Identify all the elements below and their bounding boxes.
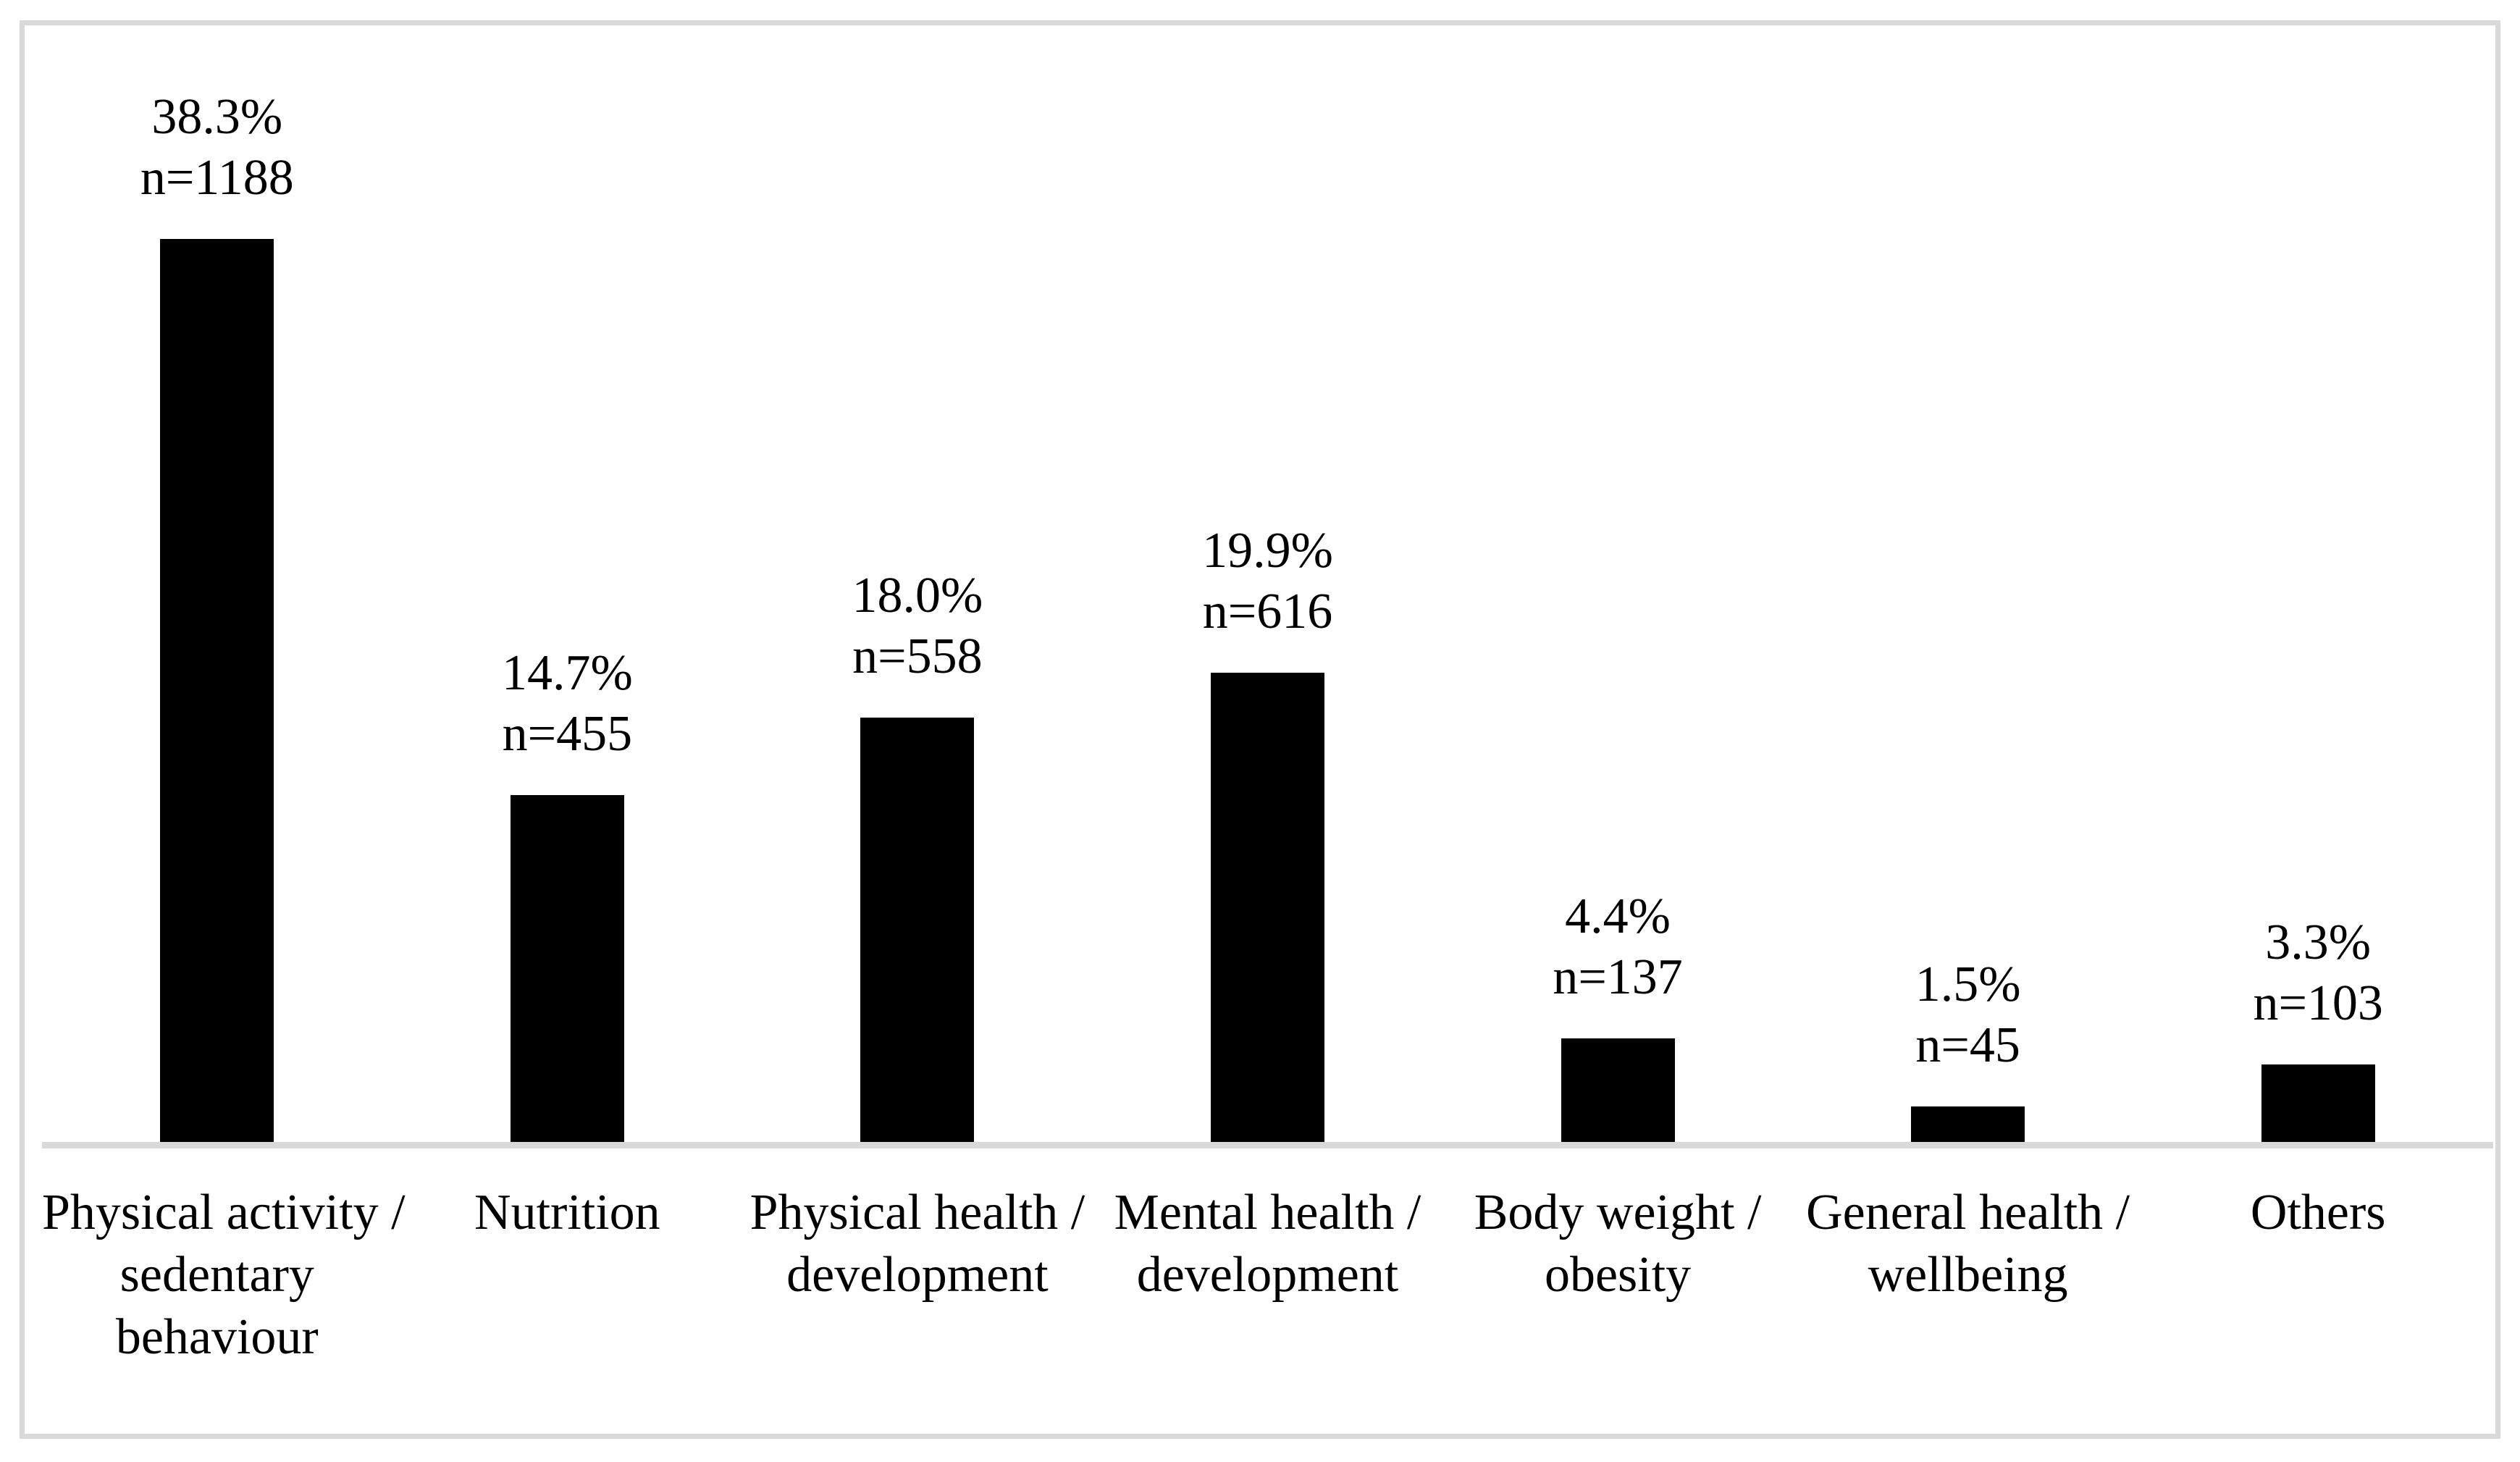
bar-percentage-label: 18.0%	[852, 568, 983, 623]
bar	[1911, 1106, 2025, 1142]
bar	[510, 795, 624, 1142]
bar	[1561, 1038, 1675, 1142]
bar-count-label: n=1188	[140, 150, 294, 206]
bar-percentage-label: 38.3%	[151, 89, 283, 145]
bar-percentage-label: 19.9%	[1202, 523, 1333, 579]
bar-value-label: 14.7% n=455	[502, 643, 633, 765]
bar-count-label: n=455	[502, 706, 633, 762]
x-axis-category-label: General health / wellbeing	[1793, 1182, 2143, 1306]
bar-column: 14.7% n=455	[392, 643, 743, 1142]
bar-percentage-label: 4.4%	[1565, 888, 1671, 944]
bar-value-label: 19.9% n=616	[1202, 521, 1333, 642]
x-axis-category-label-line: wellbeing	[1868, 1247, 2068, 1303]
x-axis-category-label: Body weight / obesity	[1442, 1182, 1793, 1306]
bar-count-label: n=558	[852, 629, 983, 684]
bar-value-label: 38.3% n=1188	[140, 87, 294, 209]
bar-column: 38.3% n=1188	[42, 87, 392, 1142]
bar-value-label: 4.4% n=137	[1553, 886, 1682, 1008]
x-axis-category-label-line: behaviour	[115, 1309, 319, 1365]
bar	[860, 718, 975, 1142]
bar-percentage-label: 3.3%	[2265, 915, 2372, 970]
x-axis-category-label: Physical activity / sedentary behaviour	[42, 1182, 406, 1369]
x-axis-category-label-line: Physical activity /	[42, 1185, 406, 1240]
bar-column: 1.5% n=45	[1793, 954, 2143, 1142]
bar-count-label: n=45	[1915, 1017, 2020, 1073]
bar-column: 4.4% n=137	[1442, 886, 1793, 1142]
x-axis-category-label: Physical health / development	[742, 1182, 1093, 1306]
x-axis-category-label-line: development	[786, 1247, 1049, 1303]
bar-percentage-label: 1.5%	[1915, 957, 2021, 1012]
bar-column: 18.0% n=558	[742, 566, 1093, 1142]
x-axis-category-label-line: Nutrition	[474, 1185, 660, 1240]
bar-value-label: 1.5% n=45	[1915, 954, 2021, 1076]
bar-value-label: 18.0% n=558	[852, 566, 983, 687]
x-axis-category-label: Others	[2143, 1182, 2493, 1244]
x-axis-category-label-line: obesity	[1544, 1247, 1692, 1303]
x-axis-category-label: Mental health / development	[1093, 1182, 1443, 1306]
bar-count-label: n=137	[1553, 949, 1683, 1005]
bar	[160, 239, 274, 1142]
x-axis-category-label-line: General health /	[1806, 1185, 2130, 1240]
x-axis-category-label-line: Others	[2250, 1185, 2386, 1240]
x-axis-category-label-line: Mental health /	[1114, 1185, 1421, 1240]
x-axis-category-label-line: sedentary	[119, 1247, 314, 1303]
bar-count-label: n=103	[2253, 975, 2383, 1031]
bar	[2261, 1064, 2375, 1142]
x-axis-line	[42, 1142, 2493, 1148]
bar	[1210, 673, 1324, 1142]
bar-value-label: 3.3% n=103	[2253, 912, 2382, 1034]
x-axis-category-label-line: Body weight /	[1474, 1185, 1762, 1240]
bar-column: 3.3% n=103	[2143, 912, 2493, 1142]
x-axis-category-label-line: Physical health /	[749, 1185, 1085, 1240]
bar-percentage-label: 14.7%	[501, 645, 633, 701]
bar-count-label: n=616	[1202, 584, 1333, 639]
x-axis-category-label: Nutrition	[392, 1182, 743, 1244]
bar-column: 19.9% n=616	[1093, 521, 1443, 1142]
x-axis-category-label-line: development	[1136, 1247, 1399, 1303]
